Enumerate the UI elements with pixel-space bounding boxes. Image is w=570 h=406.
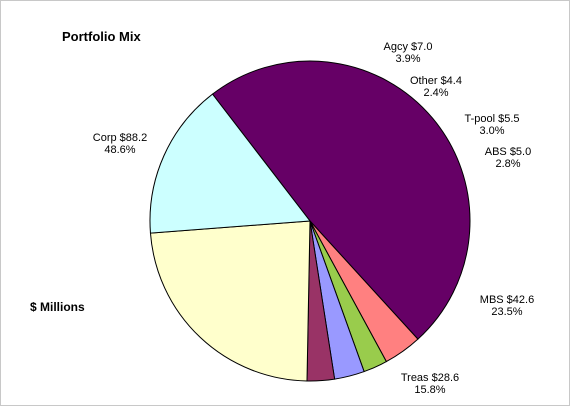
slice-label-mbs: MBS $42.6 — [480, 294, 534, 306]
pie-slices — [149, 60, 471, 382]
slice-percent-corp: 48.6% — [104, 144, 135, 156]
pie-slice-treas — [149, 93, 311, 234]
chart-title: Portfolio Mix — [62, 29, 141, 44]
slice-label-other: Other $4.4 — [410, 75, 462, 87]
slice-percent-abs: 2.8% — [495, 158, 520, 170]
slice-label-treas: Treas $28.6 — [401, 372, 459, 384]
slice-labels: Corp $88.248.6%Agcy $7.03.9%Other $4.42.… — [93, 41, 534, 396]
slice-percent-agcy: 3.9% — [395, 53, 420, 65]
slice-label-abs: ABS $5.0 — [485, 146, 531, 158]
slice-label-t-pool: T-pool $5.5 — [464, 113, 519, 125]
pie-slice-corp — [211, 60, 471, 340]
unit-label: $ Millions — [30, 300, 85, 314]
pie-slice-mbs — [149, 220, 311, 382]
slice-label-corp: Corp $88.2 — [93, 132, 147, 144]
slice-percent-treas: 15.8% — [414, 384, 445, 396]
slice-percent-t-pool: 3.0% — [479, 125, 504, 137]
slice-percent-other: 2.4% — [423, 87, 448, 99]
slice-label-agcy: Agcy $7.0 — [384, 41, 433, 53]
slice-percent-mbs: 23.5% — [491, 306, 522, 318]
